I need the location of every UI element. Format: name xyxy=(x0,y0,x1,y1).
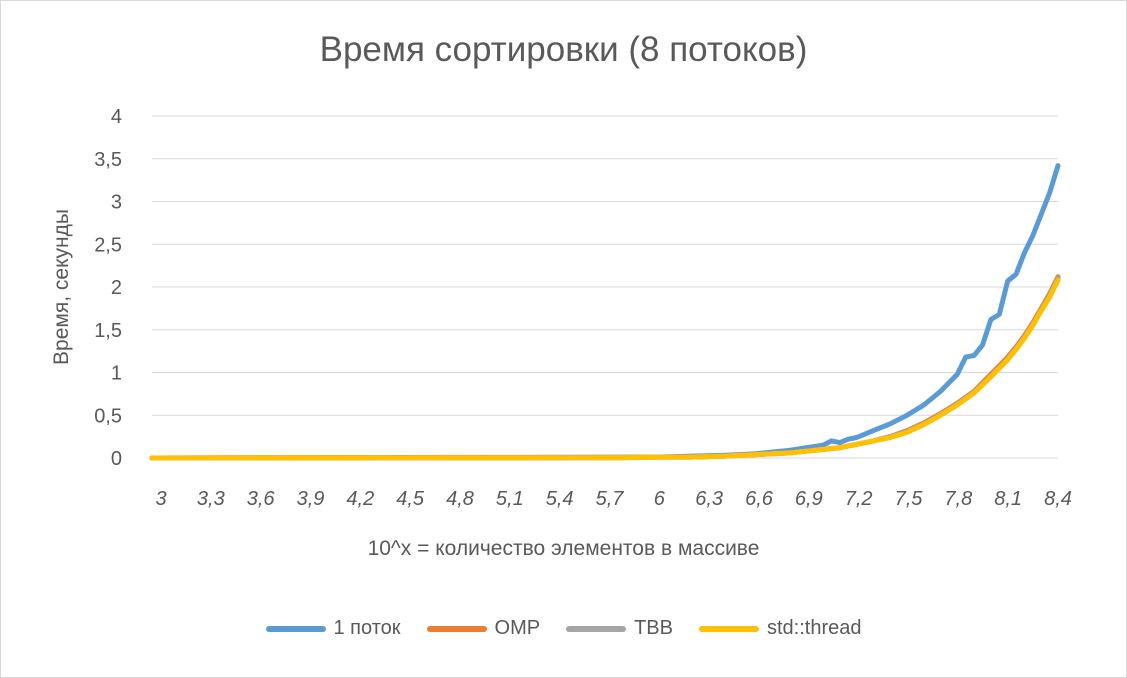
legend-label-omp: OMP xyxy=(494,617,541,639)
legend-item-1-thread: 1 поток xyxy=(265,617,401,640)
x-tick-label: 6,3 xyxy=(695,488,723,510)
legend-swatch-std-thread xyxy=(698,625,759,632)
x-tick-label: 3,6 xyxy=(247,488,276,510)
series-line-0 xyxy=(149,163,1061,461)
legend-swatch-omp xyxy=(426,625,487,632)
legend-swatch-1-thread xyxy=(265,625,326,632)
x-tick-label: 7,2 xyxy=(845,488,873,510)
x-tick-label: 6 xyxy=(654,488,666,510)
y-tick-label: 0 xyxy=(111,448,122,470)
y-tick-label: 3 xyxy=(111,192,122,214)
y-tick-label: 0,5 xyxy=(94,405,122,427)
x-tick-label: 5,1 xyxy=(496,488,524,510)
x-tick-label: 4,8 xyxy=(446,488,474,510)
y-tick-label: 1 xyxy=(111,363,122,385)
series-line-1 xyxy=(149,274,1061,461)
x-tick-label: 7,8 xyxy=(944,488,972,510)
x-tick-label: 4,2 xyxy=(346,488,374,510)
legend-label-tbb: TBB xyxy=(634,617,673,639)
y-tick-label: 1,5 xyxy=(94,320,122,342)
y-tick-label: 2 xyxy=(111,277,122,299)
x-tick-label: 5,7 xyxy=(596,488,625,510)
x-tick-label: 6,9 xyxy=(795,488,823,510)
x-tick-label: 3,3 xyxy=(197,488,225,510)
series-line-2 xyxy=(149,275,1061,461)
x-axis-label: 10^x = количество элементов в массиве xyxy=(367,537,760,560)
x-tick-label: 8,4 xyxy=(1044,488,1072,510)
legend: 1 поток OMP TBB std::thread xyxy=(0,617,1127,640)
legend-label-1-thread: 1 поток xyxy=(333,617,401,639)
x-tick-label: 3,9 xyxy=(297,488,325,510)
x-tick-label: 7,5 xyxy=(895,488,924,510)
x-tick-label: 5,4 xyxy=(546,488,574,510)
legend-item-omp: OMP xyxy=(426,617,541,640)
x-tick-label: 4,5 xyxy=(396,488,425,510)
x-tick-label: 6,6 xyxy=(745,488,774,510)
chart-title: Время сортировки (8 потоков) xyxy=(319,30,808,69)
legend-item-std-thread: std::thread xyxy=(698,617,862,640)
legend-label-std-thread: std::thread xyxy=(766,617,862,639)
y-tick-label: 3,5 xyxy=(94,149,122,171)
y-tick-label: 4 xyxy=(111,106,122,128)
x-tick-label: 3 xyxy=(155,488,166,510)
x-tick-label: 8,1 xyxy=(994,488,1022,510)
series-line-3 xyxy=(149,277,1061,461)
legend-swatch-tbb xyxy=(566,625,627,632)
legend-item-tbb: TBB xyxy=(566,617,673,640)
y-tick-label: 2,5 xyxy=(94,234,122,256)
